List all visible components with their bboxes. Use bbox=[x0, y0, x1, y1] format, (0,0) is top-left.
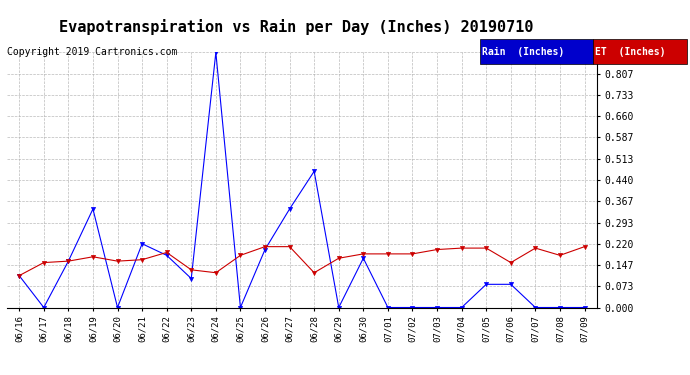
Text: Copyright 2019 Cartronics.com: Copyright 2019 Cartronics.com bbox=[7, 47, 177, 57]
Text: ET  (Inches): ET (Inches) bbox=[595, 46, 666, 57]
Text: Evapotranspiration vs Rain per Day (Inches) 20190710: Evapotranspiration vs Rain per Day (Inch… bbox=[59, 19, 534, 35]
Text: Rain  (Inches): Rain (Inches) bbox=[482, 46, 564, 57]
